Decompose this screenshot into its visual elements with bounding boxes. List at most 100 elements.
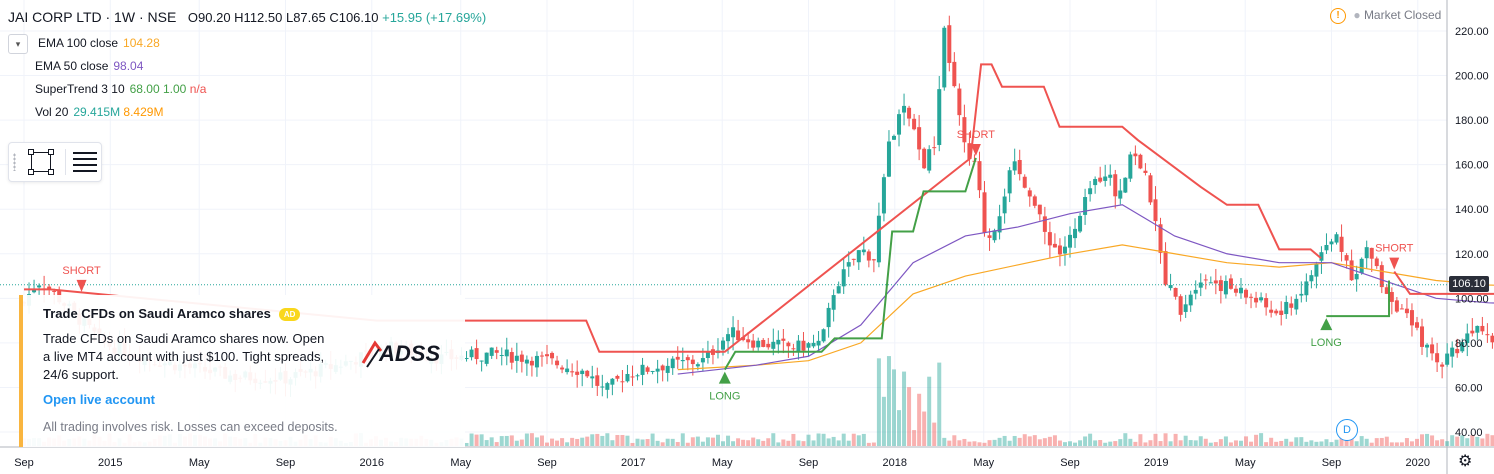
volume-bar xyxy=(907,387,912,446)
volume-bar xyxy=(1460,435,1465,446)
volume-bar xyxy=(514,440,519,446)
supertrend-down-line xyxy=(24,63,1322,353)
volume-bar xyxy=(746,440,751,446)
volume-bar xyxy=(982,442,987,446)
candle-body xyxy=(1480,325,1485,332)
legend-supertrend[interactable]: SuperTrend 3 10 68.00 1.00 n/a xyxy=(35,82,207,96)
volume-bar xyxy=(992,439,997,446)
candle-body xyxy=(1435,353,1440,363)
volume-bar xyxy=(1369,442,1374,446)
volume-bar xyxy=(1093,440,1098,446)
volume-bar xyxy=(1128,438,1133,446)
volume-bar xyxy=(1354,441,1359,446)
y-tick-label: 160.00 xyxy=(1455,160,1489,172)
candle-body xyxy=(499,354,504,356)
candle-body xyxy=(1057,245,1062,255)
drag-handle-icon[interactable] xyxy=(13,153,16,171)
volume-bar xyxy=(695,436,700,446)
drawing-toolbox[interactable] xyxy=(8,142,102,182)
open-live-account-link[interactable]: Open live account xyxy=(43,392,155,407)
legend-ema100[interactable]: ▾ EMA 100 close 104.28 xyxy=(8,32,206,55)
y-tick-label: 80.00 xyxy=(1455,338,1483,350)
volume-bar xyxy=(655,440,660,446)
candle-body xyxy=(1093,178,1098,186)
candle-body xyxy=(580,370,585,375)
volume-bar xyxy=(741,439,746,446)
dividend-marker[interactable]: D xyxy=(1336,419,1358,441)
candle-body xyxy=(1299,293,1304,296)
volume-bar xyxy=(1022,434,1027,446)
candle-body xyxy=(590,376,595,379)
candle-body xyxy=(1294,298,1299,310)
candle-body xyxy=(670,358,675,369)
volume-bar xyxy=(1027,436,1032,446)
candle-body xyxy=(766,343,771,348)
market-status[interactable]: ! ● Market Closed xyxy=(1330,8,1441,24)
candle-body xyxy=(52,290,57,292)
volume-bar xyxy=(1238,440,1243,446)
candle-body xyxy=(1218,280,1223,292)
legend-volume[interactable]: Vol 20 29.415M 8.429M xyxy=(35,105,164,119)
volume-bar xyxy=(1213,442,1218,446)
candle-body xyxy=(560,367,565,370)
legend-ema50[interactable]: EMA 50 close 98.04 xyxy=(35,59,144,73)
chevron-down-icon[interactable]: ▾ xyxy=(8,33,28,54)
candle-body xyxy=(992,230,997,241)
long-arrow-icon xyxy=(718,371,731,384)
ohlc-values: O90.20 H112.50 L87.65 C106.10 xyxy=(187,10,379,25)
volume-bar xyxy=(821,433,826,446)
candle-body xyxy=(917,127,922,150)
candle-body xyxy=(545,354,549,357)
volume-bar xyxy=(1324,439,1329,446)
symbol-title[interactable]: JAI CORP LTD · 1W · NSE xyxy=(8,9,177,25)
x-tick-label: Sep xyxy=(799,457,819,469)
candle-body xyxy=(871,259,876,261)
advertisement-panel[interactable]: Trade CFDs on Saudi Aramco shares AD Trad… xyxy=(19,295,465,447)
volume-bar xyxy=(1299,437,1304,446)
volume-bar xyxy=(1374,438,1379,446)
candle-body xyxy=(801,340,806,351)
volume-bar xyxy=(560,438,565,446)
candle-body xyxy=(1168,285,1173,289)
volume-bar xyxy=(1188,440,1193,446)
volume-bar xyxy=(1073,442,1078,446)
candle-body xyxy=(1238,287,1243,294)
volume-bar xyxy=(640,439,645,446)
candle-body xyxy=(645,367,650,372)
price-change: +15.95 (+17.69%) xyxy=(382,10,487,25)
volume-bar xyxy=(1264,442,1269,446)
candle-body xyxy=(1274,310,1279,314)
rectangle-tool-icon[interactable] xyxy=(28,149,54,175)
candle-body xyxy=(937,89,942,146)
signal-label: LONG xyxy=(709,391,740,403)
volume-bar xyxy=(791,433,796,446)
volume-bar xyxy=(680,433,685,446)
volume-bar xyxy=(846,440,851,446)
volume-bar xyxy=(912,430,917,446)
candle-body xyxy=(1178,296,1183,315)
volume-bar xyxy=(871,442,876,446)
volume-bar xyxy=(570,437,575,446)
candle-body xyxy=(1007,170,1012,194)
menu-lines-icon[interactable] xyxy=(73,152,97,172)
candle-body xyxy=(1073,228,1078,239)
volume-bar xyxy=(1329,442,1334,446)
candle-body xyxy=(519,354,524,362)
volume-bar xyxy=(881,396,886,446)
volume-bar xyxy=(1108,441,1113,446)
candle-body xyxy=(1098,177,1103,182)
gear-icon[interactable]: ⚙ xyxy=(1458,453,1473,470)
volume-bar xyxy=(690,437,695,446)
candle-body xyxy=(851,258,856,260)
volume-bar xyxy=(1042,438,1047,446)
signal-label: LONG xyxy=(1311,337,1342,349)
candle-body xyxy=(846,262,851,267)
candle-body xyxy=(1314,263,1319,277)
volume-bar xyxy=(499,436,504,446)
volume-bar xyxy=(1394,442,1399,446)
y-tick-label: 40.00 xyxy=(1455,427,1483,439)
candle-body xyxy=(47,286,52,290)
candle-body xyxy=(1158,224,1163,253)
volume-bar xyxy=(771,433,776,446)
